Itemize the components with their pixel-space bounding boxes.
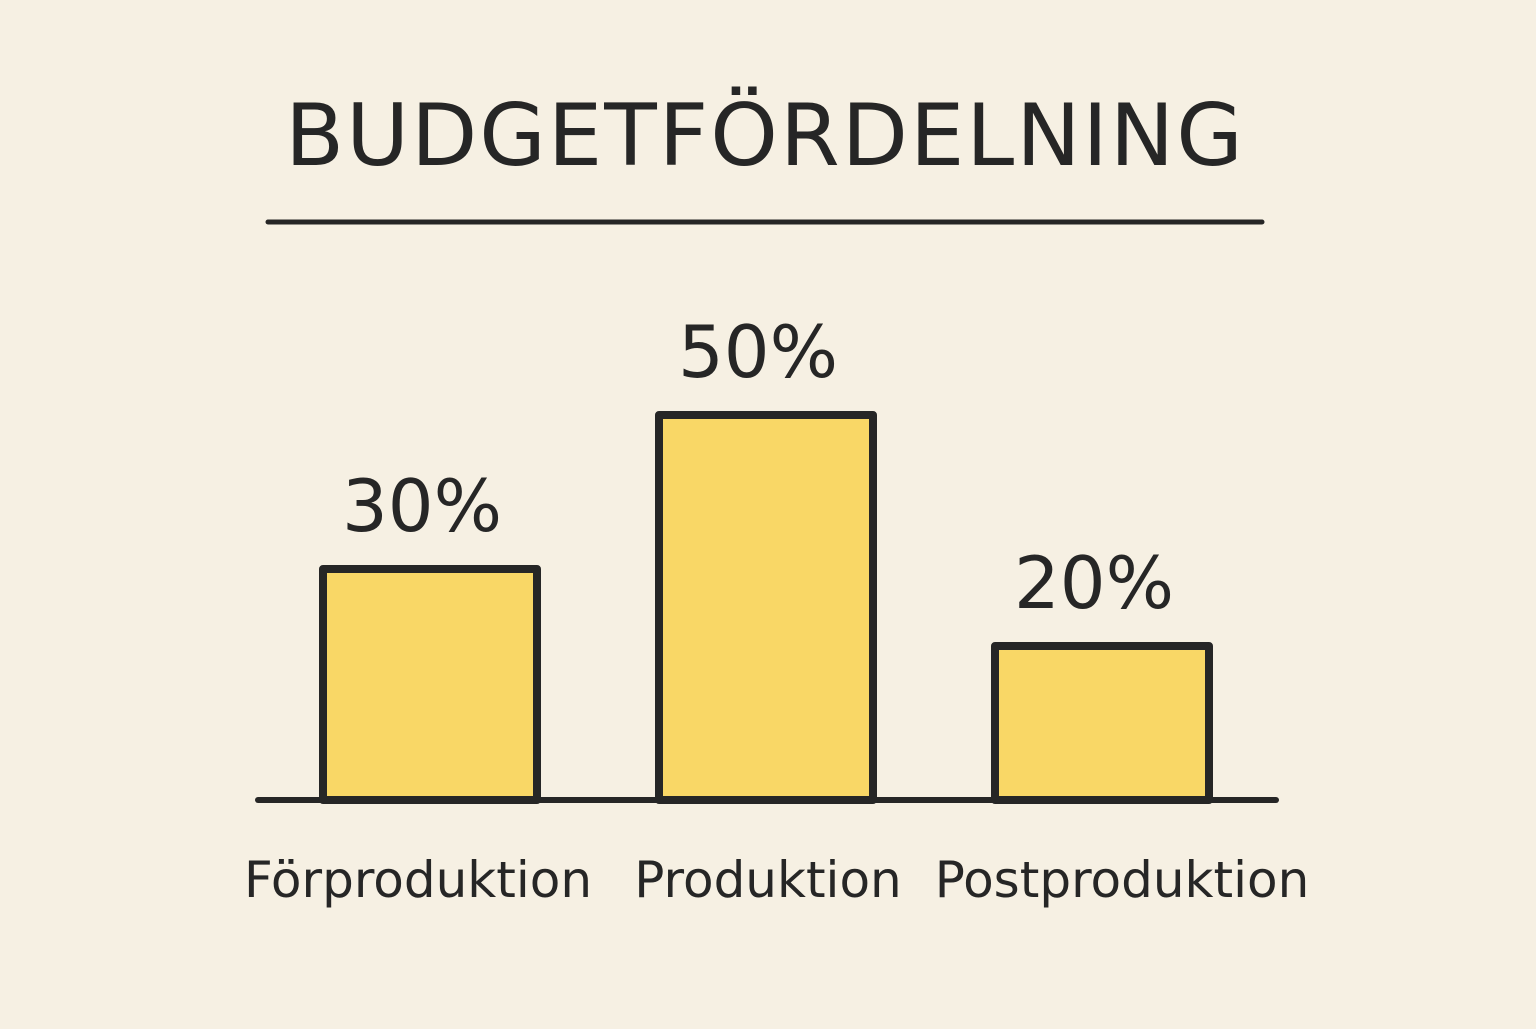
labels-layer: 30% Förproduktion 50% Produktion 20% Postprod… — [244, 310, 1309, 909]
value-label: 30% — [342, 464, 502, 548]
bar-förproduktion — [319, 565, 541, 804]
value-label: 50% — [678, 310, 838, 394]
bar-produktion — [655, 411, 877, 804]
chart-title: BUDGETFÖRDELNING — [285, 86, 1245, 186]
bar-postproduktion — [991, 642, 1213, 804]
category-label: Förproduktion — [244, 851, 592, 909]
value-label: 20% — [1014, 541, 1174, 625]
category-label: Postproduktion — [935, 851, 1310, 909]
category-label: Produktion — [634, 851, 901, 909]
